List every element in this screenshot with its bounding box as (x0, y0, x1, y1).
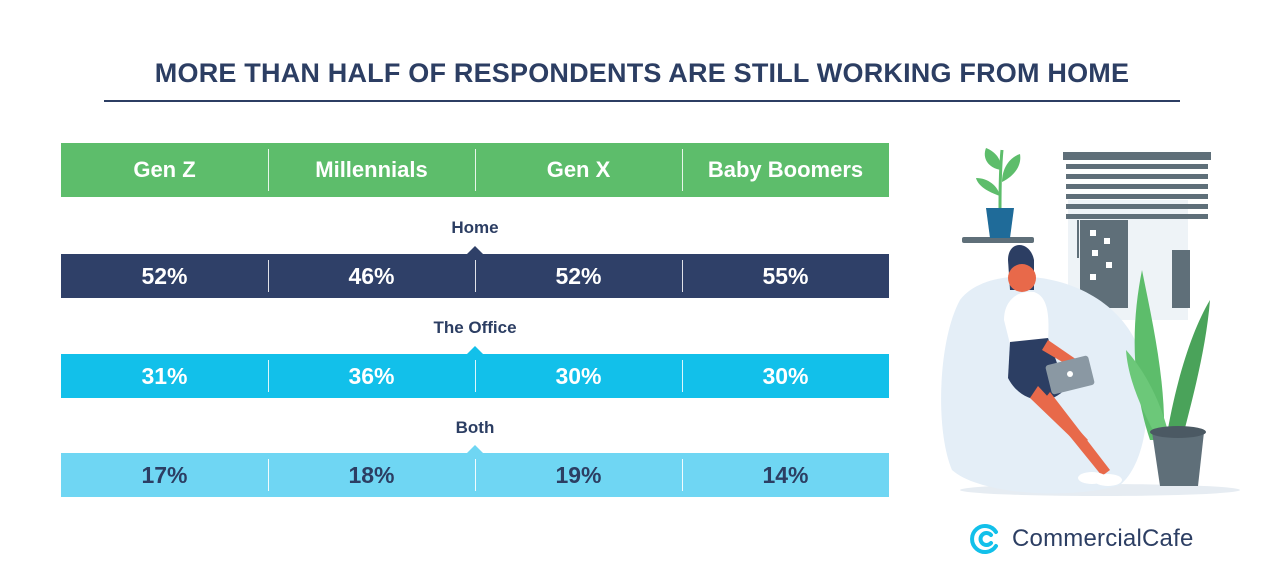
value-cell: 52% (141, 262, 188, 289)
value-cell: 30% (682, 354, 889, 398)
commercialcafe-logo-icon (970, 524, 998, 554)
generation-table: Gen Z Millennials Gen X Baby Boomers Hom… (61, 143, 889, 503)
potted-plant-icon (962, 148, 1034, 243)
logo-text: CommercialCafe (1012, 525, 1194, 552)
row-pointer-home (467, 246, 483, 254)
value-cell: 36% (268, 354, 475, 398)
commercialcafe-logo: CommercialCafe (968, 522, 1194, 556)
table-row-office: 31% 36% 30% 30% (61, 354, 889, 398)
header-cell-gen-x: Gen X (475, 143, 682, 197)
title-underline (104, 100, 1180, 102)
header-row: Gen Z Millennials Gen X Baby Boomers (61, 143, 889, 197)
row-label-office: The Office (433, 318, 517, 337)
row-label-both: Both (455, 418, 495, 437)
value-cell: 30% (475, 354, 682, 398)
value-cell: 31% (141, 362, 188, 389)
table-row-home: 52% 46% 52% 55% (61, 254, 889, 298)
value-cell: 55% (682, 254, 889, 298)
row-pointer-both (467, 445, 483, 453)
row-pointer-office (467, 346, 483, 354)
header-cell-millennials: Millennials (268, 143, 475, 197)
row-label-home: Home (451, 218, 499, 237)
chart-title: MORE THAN HALF OF RESPONDENTS ARE STILL … (154, 58, 1130, 88)
table-row-both: 17% 18% 19% 14% (61, 453, 889, 497)
value-cell: 19% (475, 453, 682, 497)
value-cell: 17% (141, 461, 188, 488)
header-cell-baby-boomers: Baby Boomers (682, 143, 889, 197)
snake-plant-icon (1126, 270, 1210, 486)
value-cell: 52% (475, 254, 682, 298)
woman-with-laptop-icon (941, 148, 1240, 496)
value-cell: 18% (268, 453, 475, 497)
value-cell: 14% (682, 453, 889, 497)
header-cell-gen-z: Gen Z (133, 157, 196, 182)
value-cell: 46% (268, 254, 475, 298)
